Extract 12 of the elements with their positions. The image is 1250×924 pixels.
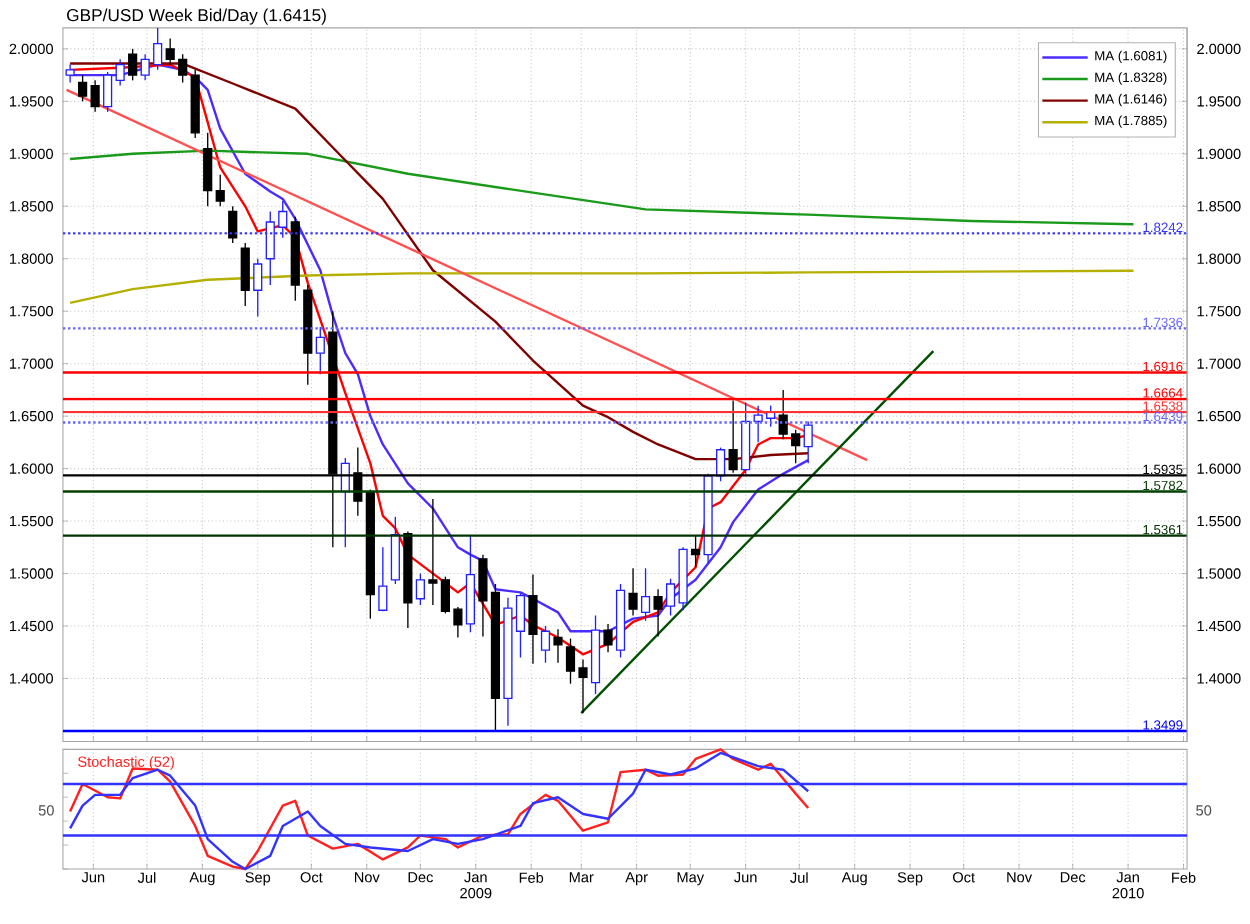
candlestick [528, 573, 538, 665]
candlestick [653, 588, 663, 637]
candlestick [65, 63, 75, 83]
candlestick [628, 567, 638, 616]
candlestick [115, 58, 125, 86]
chart-title: GBP/USD Week Bid/Day (1.6415) [67, 8, 326, 25]
candlestick [553, 628, 563, 664]
line-series [68, 269, 1135, 304]
candlestick [428, 497, 438, 606]
candlestick [90, 79, 100, 113]
candlestick [603, 622, 613, 653]
line-series [68, 149, 1135, 226]
